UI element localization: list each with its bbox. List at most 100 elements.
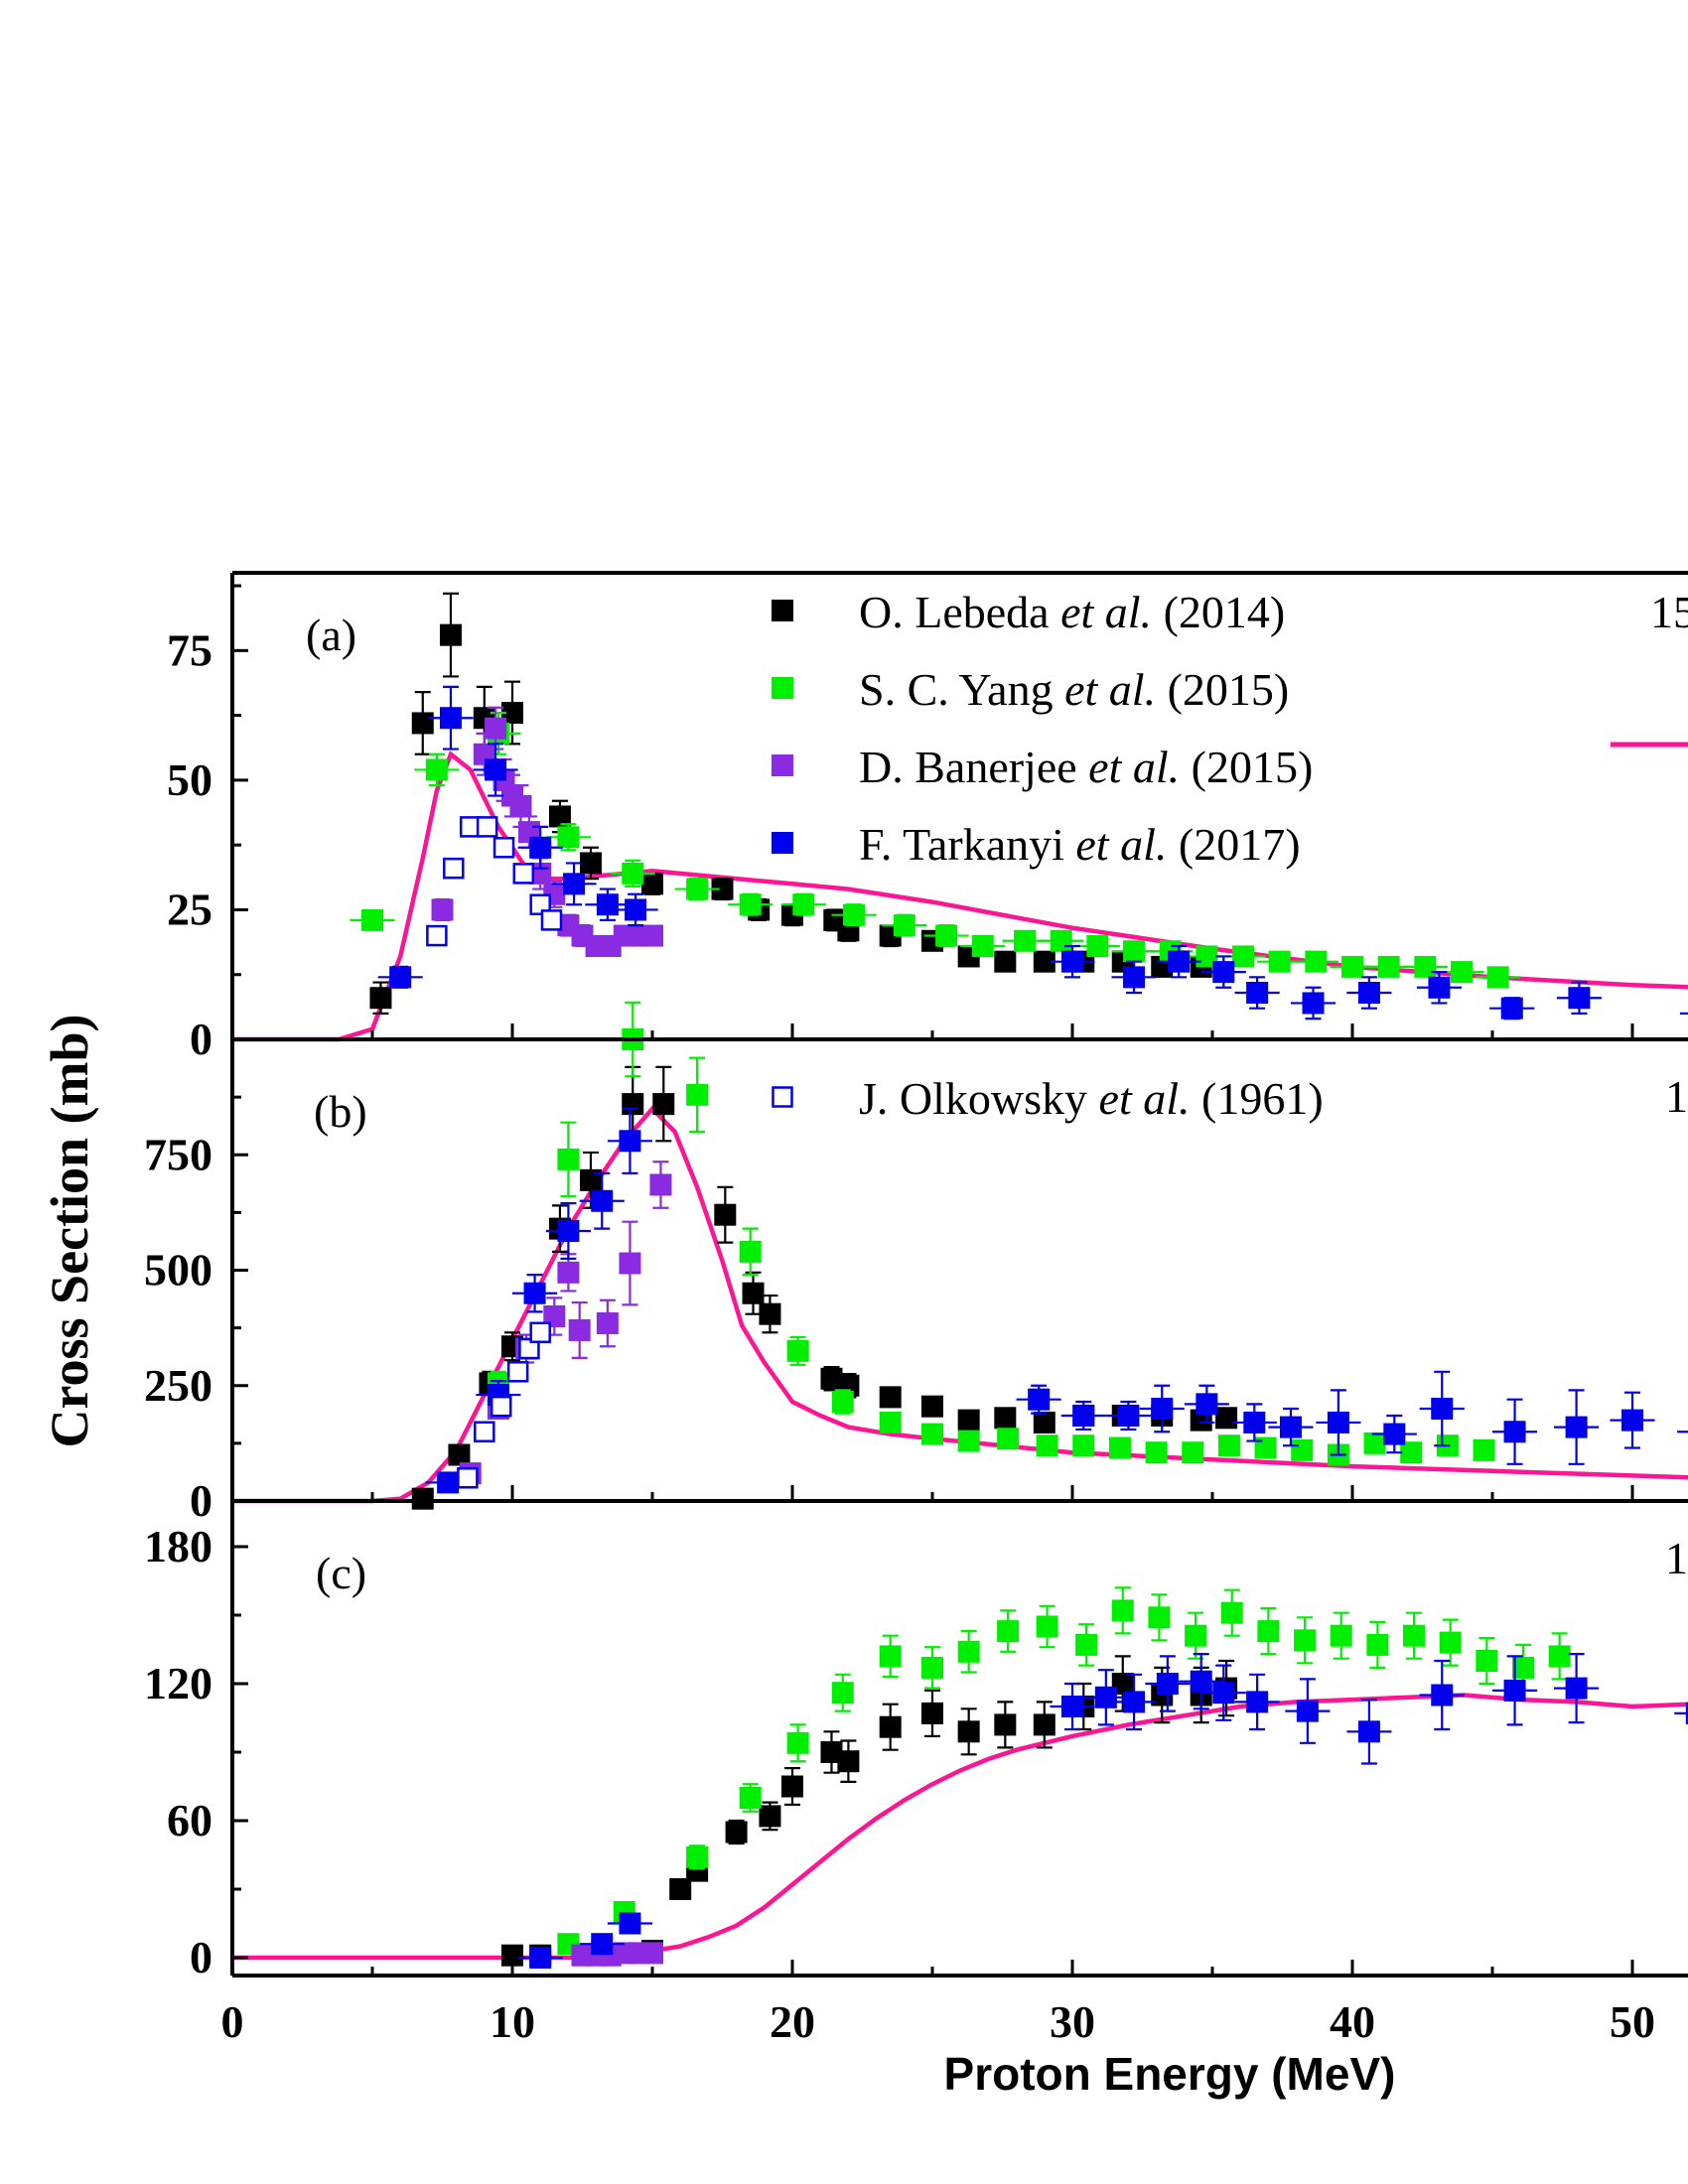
data-point-tarkanyi [1679,1012,1688,1015]
data-point-olkowsky [506,1361,529,1383]
data-point-tarkanyi [428,685,474,751]
y-axis-title: Cross Section (mb) [40,1015,99,1448]
data-point-lebeda [411,691,434,755]
data-point-yang [610,859,655,888]
data-point-lebeda [711,878,734,901]
y-tick-label: 0 [190,1014,212,1064]
data-point-yang [1220,945,1266,968]
data-point-tarkanyi [1156,944,1201,979]
data-point-yang [921,1646,943,1690]
data-point-olkowsky [474,1421,495,1442]
data-point-tarkanyi [579,1171,625,1230]
series-olkowsky [426,816,563,947]
data-point-tarkanyi [1285,1678,1331,1744]
data-point-yang [923,924,969,948]
data-point-tarkanyi [1371,1414,1417,1454]
data-point-tarkanyi [377,965,423,989]
data-point-yang [879,1411,902,1433]
data-point-olkowsky [512,863,535,885]
series-yang [557,1586,1571,1956]
data-point-yang [1036,1434,1058,1457]
y-tick-label: 250 [144,1360,212,1411]
y-tick-label: 750 [144,1129,212,1179]
legend-marker [772,1086,793,1108]
data-point-olkowsky [540,909,563,931]
data-point-yang [786,1335,809,1366]
data-point-lebeda [957,1409,980,1432]
data-point-tarkanyi [517,1947,563,1969]
data-point-yang [1072,1434,1095,1457]
legend-label: S. C. Yang et al. (2015) [859,664,1289,715]
data-point-tarkanyi [1610,1391,1655,1449]
data-point-yang [1439,1618,1462,1667]
data-point-tarkanyi [585,887,631,921]
data-point-yang [1148,1593,1171,1642]
legend-label: D. Banerjee et al. (2015) [859,742,1313,792]
data-point-banerjee [641,1942,663,1965]
data-point-tarkanyi [1105,1400,1151,1432]
data-point-yang [686,1056,709,1134]
data-point-yang [1439,961,1484,984]
data-point-tarkanyi [579,1933,625,1956]
legend-entry-yang: S. C. Yang et al. (2015) [772,664,1289,715]
data-point-yang [879,1634,902,1679]
data-point-olkowsky [518,1337,540,1360]
data-point-yang [1039,929,1084,952]
data-point-yang [831,903,877,927]
data-point-yang [1185,1611,1207,1660]
panel-3: 0 60 120 180 0 10 20 30 40 50 (c) 1 [144,1499,1688,2047]
data-point-lebeda [921,1395,943,1418]
series-banerjee [571,1942,663,1967]
data-point-tarkanyi [607,1107,652,1174]
data-point-tarkanyi [473,743,518,797]
data-point-yang [1548,1632,1571,1681]
data-point-yang [1075,1623,1098,1667]
x-tick-label: 20 [770,1996,815,2047]
data-point-tarkanyi [1489,997,1535,1021]
data-point-tarkanyi [607,1912,652,1935]
legend-marker [772,754,793,776]
data-point-yang [739,1227,762,1277]
data-point-tarkanyi [1145,1655,1191,1712]
legend-label: F. Tarkanyi et al. (2017) [859,819,1301,870]
theory-curve [232,1105,1688,1504]
data-point-tarkanyi [1492,1398,1538,1465]
data-point-lebeda [759,1294,781,1334]
legend-entry-banerjee: D. Banerjee et al. (2015) [772,742,1313,792]
panel-corner-label: 1 [1665,1071,1688,1122]
data-point-yang [1145,1441,1168,1464]
data-point-yang [674,878,720,901]
data-point-tarkanyi [1050,1682,1095,1731]
y-tick-label: 75 [167,624,212,675]
data-point-yang [1330,1611,1352,1660]
data-point-tarkanyi [1268,1407,1314,1447]
data-point-tarkanyi [1419,1370,1465,1447]
data-point-yang [545,823,591,852]
data-point-yang [1366,1620,1389,1670]
data-point-lebeda [439,592,462,678]
data-point-lebeda [1215,1407,1238,1430]
data-point-yang [1330,955,1375,978]
data-point-olkowsky [476,816,498,838]
data-point-yang [1257,1606,1280,1656]
data-point-banerjee [431,897,454,921]
data-point-tarkanyi [1234,1673,1280,1731]
panel-corner-label: 1 [1665,1533,1688,1583]
data-point-yang [921,1423,943,1445]
data-point-tarkanyi [1111,960,1157,995]
data-point-lebeda [641,872,663,895]
data-point-yang [1036,1604,1058,1649]
y-tick-label: 500 [144,1245,212,1296]
panel-1: 0 25 50 75 (a) 15 [167,571,1688,1064]
data-point-lebeda [369,981,392,1015]
panel-1-data [232,592,1688,1042]
data-point-lebeda [781,1766,803,1807]
data-point-tarkanyi [1554,1389,1600,1465]
data-point-tarkanyi [1416,971,1462,1005]
legend-label: J. Olkowsky et al. (1961) [859,1073,1324,1124]
legend-marker [772,832,793,854]
panel-corner-label: 15 [1650,587,1688,637]
data-point-yang [1512,1643,1535,1693]
data-point-yang [786,1723,809,1763]
